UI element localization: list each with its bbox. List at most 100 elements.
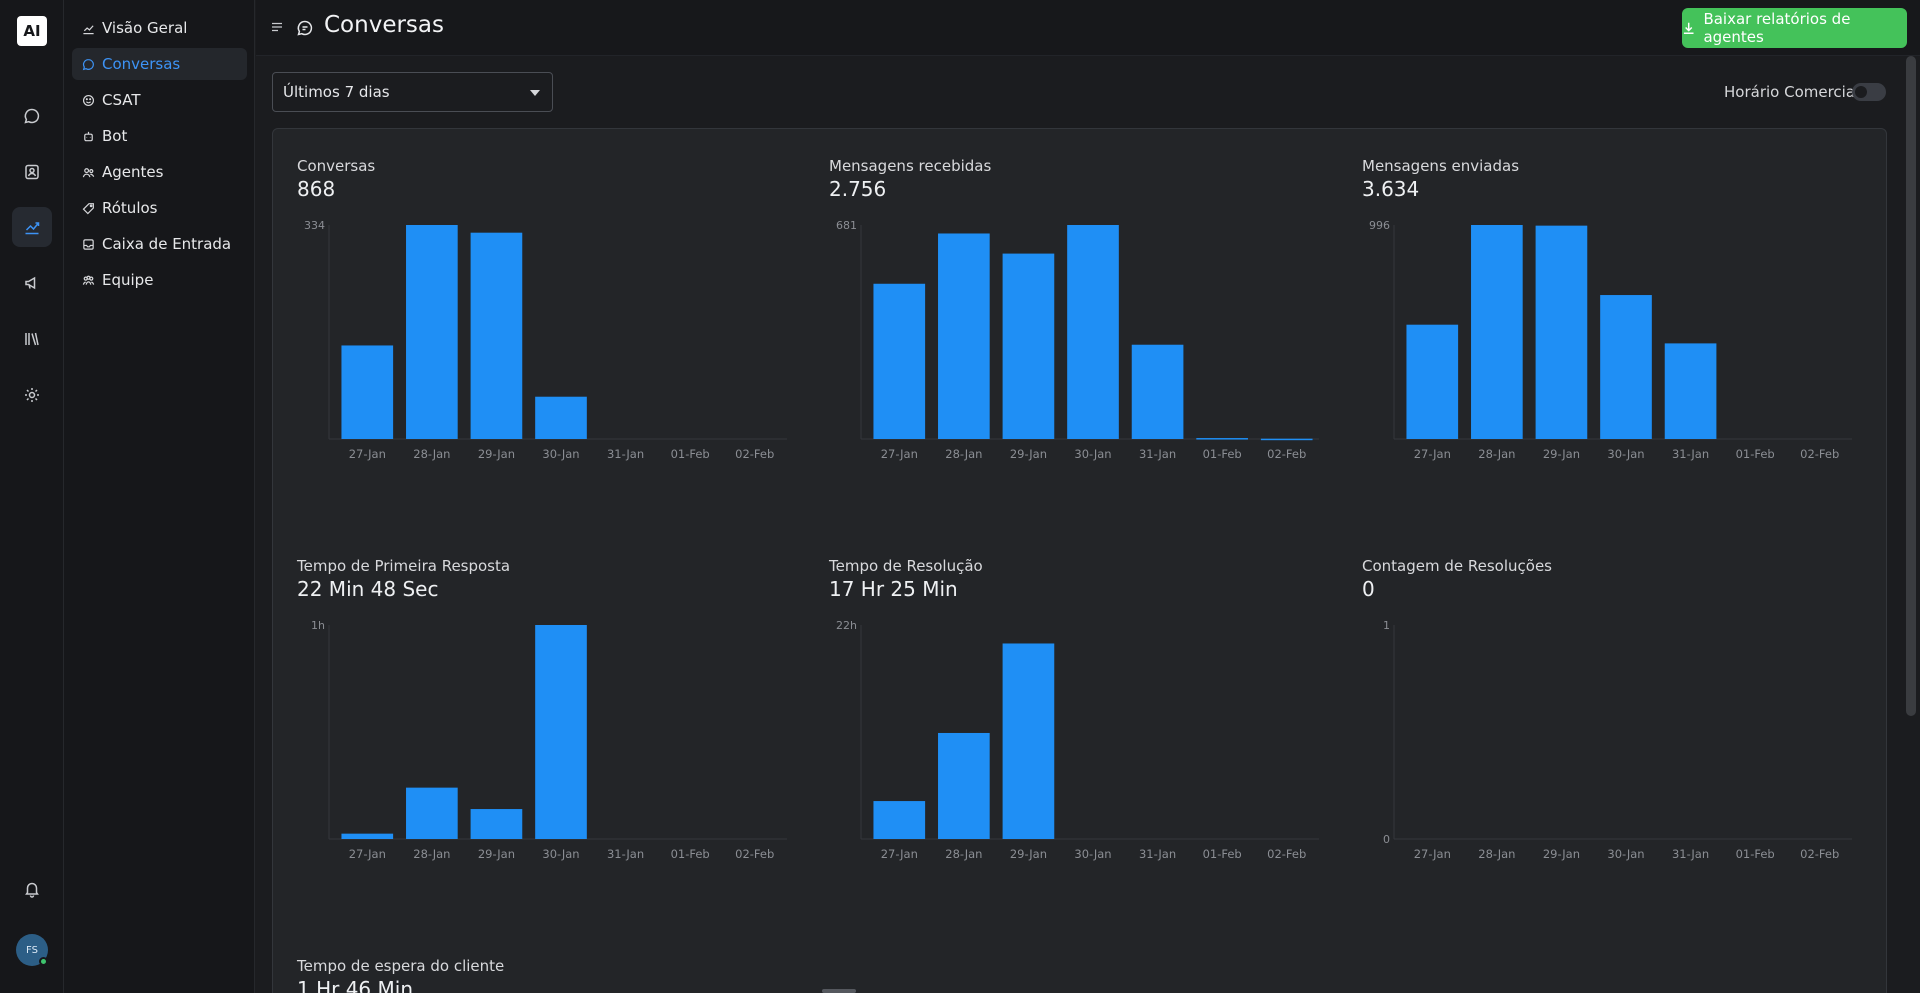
- smile-icon: [82, 94, 95, 106]
- metric-label: Mensagens enviadas: [1362, 157, 1520, 175]
- x-tick-label: 01-Feb: [1203, 447, 1242, 461]
- x-tick-label: 31-Jan: [1672, 447, 1709, 461]
- chart-bar: [873, 283, 926, 439]
- chart-bar: [1002, 253, 1055, 439]
- chart-bar: [1131, 344, 1184, 439]
- toggle-knob: [1855, 86, 1867, 98]
- sidebar-item-team[interactable]: Equipe: [72, 264, 247, 296]
- chart-bar: [470, 232, 523, 439]
- x-tick-label: 27-Jan: [881, 847, 918, 861]
- conversations-rail-button[interactable]: [12, 96, 52, 136]
- sidebar-item-csat[interactable]: CSAT: [72, 84, 247, 116]
- contacts-rail-button[interactable]: [12, 152, 52, 192]
- download-icon: [1683, 22, 1694, 34]
- x-tick-label: 28-Jan: [1478, 447, 1515, 461]
- sidebar-item-label: Equipe: [102, 271, 154, 289]
- x-tick-label: 02-Feb: [1800, 847, 1839, 861]
- menu-icon[interactable]: [270, 20, 284, 34]
- sidebar-item-label: Agentes: [102, 163, 164, 181]
- user-avatar[interactable]: FS: [16, 934, 48, 966]
- x-tick-label: 31-Jan: [1672, 847, 1709, 861]
- chart-bar: [1471, 225, 1523, 439]
- download-agent-reports-button[interactable]: Baixar relatórios de agentes: [1682, 8, 1907, 48]
- reports-icon: [25, 222, 40, 235]
- chart-bar: [470, 809, 523, 839]
- chart-bar: [1002, 643, 1055, 839]
- business-hours-label: Horário Comercial: [1724, 83, 1860, 101]
- tag-icon: [82, 202, 94, 214]
- metric-value: 2.756: [829, 177, 887, 201]
- campaigns-rail-button[interactable]: [12, 263, 52, 303]
- sidebar-item-label: Bot: [102, 127, 128, 145]
- x-tick-label: 29-Jan: [1543, 847, 1580, 861]
- metric-label: Tempo de Resolução: [829, 557, 983, 575]
- x-tick-label: 01-Feb: [1203, 847, 1242, 861]
- library-icon: [25, 332, 39, 346]
- online-status-dot: [39, 957, 48, 966]
- chart-bar: [1260, 438, 1313, 441]
- metric-value: 3.634: [1362, 177, 1420, 201]
- bar-chart-conversations: 334 27-Jan 28-Jan 29-Jan 30-Jan 31-Jan 01-Feb 0…: [304, 219, 787, 461]
- x-tick-label: 28-Jan: [1478, 847, 1515, 861]
- library-rail-button[interactable]: [12, 319, 52, 359]
- x-tick-label: 29-Jan: [478, 847, 515, 861]
- business-hours-toggle[interactable]: [1852, 83, 1886, 101]
- settings-icon: [25, 388, 39, 402]
- x-tick-label: 28-Jan: [413, 847, 450, 861]
- reports-rail-button[interactable]: [12, 207, 52, 247]
- metric-label: Tempo de Primeira Resposta: [297, 557, 511, 575]
- campaign-icon: [25, 276, 36, 290]
- notifications-rail-button[interactable]: [12, 869, 52, 909]
- sidebar-item-agents[interactable]: Agentes: [72, 156, 247, 188]
- metrics-panel: Conversas 868 334 27-Jan 28-Jan 29-Jan 30-Ja…: [272, 128, 1887, 993]
- metric-label: Mensagens recebidas: [829, 157, 992, 175]
- x-tick-label: 02-Feb: [735, 847, 774, 861]
- x-tick-label: 30-Jan: [1074, 447, 1111, 461]
- reports-sidebar: Visão Geral Conversas CSAT Bot Agentes R…: [64, 0, 255, 993]
- sidebar-item-overview[interactable]: Visão Geral: [72, 12, 247, 44]
- chart-bar: [1600, 295, 1652, 439]
- y-tick-label: 334: [304, 219, 325, 232]
- chart-bar: [341, 345, 394, 439]
- sidebar-item-conversations[interactable]: Conversas: [72, 48, 247, 80]
- x-tick-label: 02-Feb: [1267, 847, 1306, 861]
- x-tick-label: 27-Jan: [1414, 447, 1451, 461]
- contacts-icon: [25, 164, 39, 180]
- settings-rail-button[interactable]: [12, 375, 52, 415]
- chart-bar: [406, 787, 458, 839]
- app-logo[interactable]: AI: [17, 16, 47, 46]
- x-tick-label: 31-Jan: [607, 447, 644, 461]
- y-tick-label: 996: [1369, 219, 1390, 232]
- x-tick-label: 30-Jan: [542, 847, 579, 861]
- x-tick-label: 30-Jan: [1607, 447, 1644, 461]
- x-tick-label: 27-Jan: [1414, 847, 1451, 861]
- sidebar-item-label: Caixa de Entrada: [102, 235, 232, 253]
- chart-bar: [535, 625, 587, 839]
- chart-bar: [938, 233, 990, 439]
- horizontal-scroll-handle[interactable]: [822, 989, 856, 993]
- x-tick-label: 02-Feb: [1800, 447, 1839, 461]
- vertical-scrollbar[interactable]: [1906, 56, 1916, 716]
- bar-chart-resolution-count: 1 0 27-Jan 28-Jan 29-Jan 30-Jan 31-Jan 01-Feb 02…: [1383, 619, 1852, 861]
- chart-bar: [873, 801, 926, 839]
- sidebar-item-labels[interactable]: Rótulos: [72, 192, 247, 224]
- chart-bar: [1664, 343, 1717, 439]
- avatar-initials: FS: [26, 944, 38, 956]
- sidebar-item-label: CSAT: [102, 91, 141, 109]
- x-tick-label: 31-Jan: [607, 847, 644, 861]
- chart-bar: [1196, 438, 1248, 440]
- sidebar-item-bot[interactable]: Bot: [72, 120, 247, 152]
- x-tick-label: 30-Jan: [1607, 847, 1644, 861]
- date-range-select[interactable]: Últimos 7 dias: [272, 72, 553, 112]
- sidebar-item-inbox[interactable]: Caixa de Entrada: [72, 228, 247, 260]
- x-tick-label: 01-Feb: [1736, 447, 1775, 461]
- chart-bar: [535, 396, 587, 439]
- x-tick-label: 31-Jan: [1139, 847, 1176, 861]
- sidebar-item-label: Rótulos: [102, 199, 158, 217]
- y-tick-label: 0: [1383, 833, 1390, 846]
- team-icon: [82, 275, 95, 285]
- chart-bar: [938, 732, 990, 839]
- page-header: Conversas Baixar relatórios de agentes: [256, 0, 1920, 56]
- bar-chart-messages-received: 681 27-Jan 28-Jan 29-Jan 30-Jan 31-Jan 01-Feb 0…: [836, 219, 1319, 461]
- bar-chart-messages-sent: 996 27-Jan 28-Jan 29-Jan 30-Jan 31-Jan 01-Feb 0…: [1369, 219, 1852, 461]
